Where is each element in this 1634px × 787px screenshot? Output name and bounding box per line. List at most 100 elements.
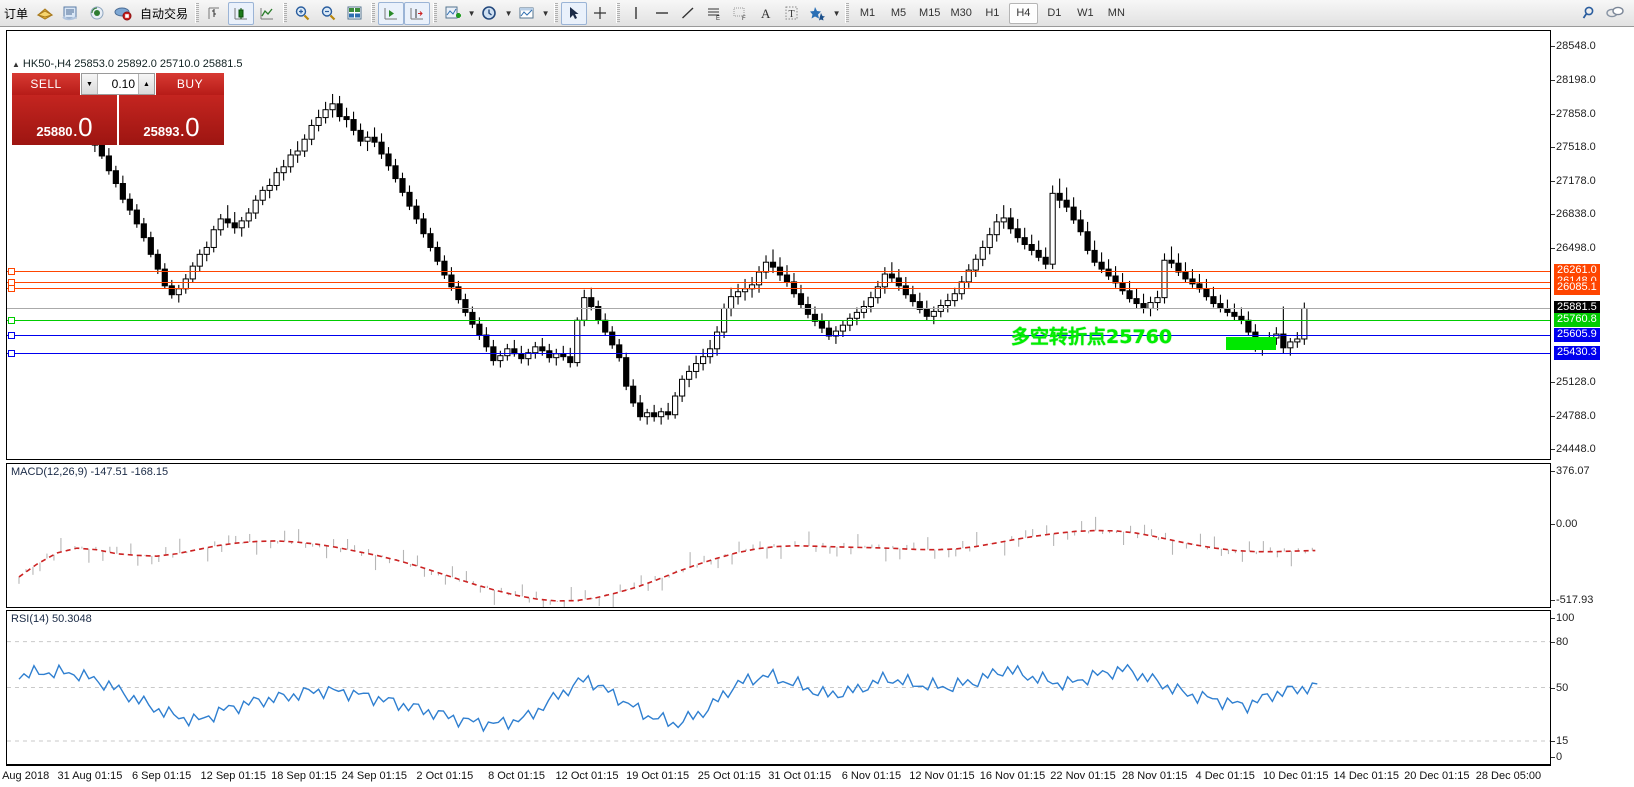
- line-chart-icon[interactable]: [254, 2, 280, 25]
- time-tick: 31 Aug 01:15: [57, 770, 123, 782]
- template-dropdown-caret[interactable]: ▼: [541, 8, 550, 18]
- indicator-dropdown-caret[interactable]: ▼: [467, 8, 476, 18]
- green-rectangle-object[interactable]: [1226, 337, 1276, 350]
- cursor-arrow-icon[interactable]: [561, 1, 588, 25]
- macd-pane[interactable]: MACD(12,26,9) -147.51 -168.15: [6, 463, 1551, 608]
- timeframe-h1[interactable]: H1: [985, 7, 1000, 19]
- price-tick: 28198.0: [1551, 74, 1596, 87]
- buy-price-button[interactable]: 25893 . 0: [119, 95, 224, 145]
- timeframe-h4[interactable]: H4: [1008, 2, 1038, 24]
- orders-icon[interactable]: [32, 2, 58, 25]
- price-level-label[interactable]: 25760.8: [1554, 313, 1600, 328]
- search-icon[interactable]: [1576, 2, 1602, 25]
- horizontal-line-object[interactable]: [7, 335, 1550, 337]
- timeframe-m1[interactable]: M1: [859, 7, 876, 19]
- volume-value[interactable]: 0.10: [98, 74, 138, 94]
- price-tick: 26838.0: [1551, 208, 1596, 221]
- one-click-trading-panel[interactable]: SELL ▼ 0.10 ▲ BUY 25880 . 0 25893 . 0: [12, 73, 224, 145]
- volume-increment-icon[interactable]: ▲: [138, 74, 154, 94]
- macd-tick: 376.07: [1551, 465, 1590, 477]
- price-tick: 27858.0: [1551, 107, 1596, 120]
- time-tick: 8 Oct 01:15: [488, 770, 545, 782]
- equidistant-channel-icon[interactable]: F: [727, 2, 753, 25]
- toolbar-separator: [195, 3, 200, 23]
- text-label-icon[interactable]: T: [779, 2, 805, 25]
- line-handle[interactable]: [8, 332, 15, 340]
- price-level-label[interactable]: 26261.0: [1554, 263, 1600, 278]
- price-level-label[interactable]: 25605.9: [1554, 328, 1600, 343]
- data-window-icon[interactable]: [342, 2, 368, 25]
- rsi-pane[interactable]: RSI(14) 50.3048: [6, 610, 1551, 765]
- timeframe-w1[interactable]: W1: [1077, 7, 1094, 19]
- collapse-triangle-icon[interactable]: ▲: [12, 59, 20, 69]
- bar-chart-icon[interactable]: [202, 2, 228, 25]
- line-handle[interactable]: [8, 349, 15, 357]
- autotrade-label[interactable]: 自动交易: [140, 6, 189, 21]
- sell-price-button[interactable]: 25880 . 0: [12, 95, 117, 145]
- timeframe-m15[interactable]: M15: [919, 7, 941, 19]
- macd-axis[interactable]: 376.07 0.00 -517.93: [1550, 463, 1634, 608]
- buy-button[interactable]: BUY: [156, 73, 224, 95]
- horizontal-line-object[interactable]: [7, 282, 1550, 284]
- time-tick: 12 Nov 01:15: [909, 770, 975, 782]
- period-dropdown-caret[interactable]: ▼: [504, 8, 513, 18]
- volume-stepper[interactable]: ▼ 0.10 ▲: [81, 73, 155, 95]
- timeframe-mn[interactable]: MN: [1107, 7, 1125, 19]
- oct-controls-row: SELL ▼ 0.10 ▲ BUY: [12, 73, 224, 95]
- candlestick-chart-icon[interactable]: [228, 1, 255, 25]
- templates-icon[interactable]: [514, 2, 540, 25]
- zoom-out-icon[interactable]: [316, 2, 342, 25]
- chart-shift-icon[interactable]: [404, 1, 431, 25]
- time-axis[interactable]: 27 Aug 2018 31 Aug 01:15 6 Sep 01:15 12 Sep…: [0, 765, 1551, 787]
- chart-header: ▲ HK50-,H4 25853.0 25892.0 25710.0 25881.…: [12, 58, 243, 70]
- horizontal-line-icon[interactable]: [649, 2, 675, 25]
- macd-label: MACD(12,26,9) -147.51 -168.15: [11, 466, 169, 478]
- add-indicator-icon[interactable]: [440, 2, 466, 25]
- horizontal-line-object[interactable]: [7, 320, 1550, 322]
- price-tick: 26498.0: [1551, 241, 1596, 254]
- time-tick: 20 Dec 01:15: [1404, 770, 1470, 782]
- auto-scroll-icon[interactable]: [378, 1, 405, 25]
- rsi-axis[interactable]: 100 80 50 15 0: [1550, 610, 1634, 765]
- rsi-tick: 50: [1550, 681, 1569, 694]
- toolbar-separator: [845, 3, 850, 23]
- shapes-dropdown-caret[interactable]: ▼: [832, 8, 841, 18]
- volume-decrement-icon[interactable]: ▼: [82, 74, 98, 94]
- news-icon[interactable]: [58, 2, 84, 25]
- turning-point-annotation[interactable]: 多空转折点25760: [1011, 326, 1173, 348]
- text-tool-icon[interactable]: A: [753, 2, 779, 25]
- zoom-in-icon[interactable]: [290, 2, 316, 25]
- fibonacci-icon[interactable]: E: [701, 2, 727, 25]
- crosshair-icon[interactable]: [587, 2, 613, 25]
- price-level-label[interactable]: 25430.3: [1554, 345, 1600, 360]
- horizontal-line-object[interactable]: [7, 352, 1550, 354]
- orders-label[interactable]: 订单: [4, 6, 29, 21]
- price-level-label[interactable]: 26085.1: [1554, 281, 1600, 296]
- vertical-line-icon[interactable]: [623, 2, 649, 25]
- sell-button[interactable]: SELL: [12, 73, 80, 95]
- shapes-icon[interactable]: [805, 2, 831, 25]
- timeframe-m30[interactable]: M30: [950, 7, 972, 19]
- horizontal-line-object[interactable]: [7, 288, 1550, 290]
- autotrade-icon[interactable]: [110, 2, 136, 25]
- period-clock-icon[interactable]: [477, 2, 503, 25]
- horizontal-line-object[interactable]: [7, 270, 1550, 272]
- price-tick: 24788.0: [1551, 409, 1596, 422]
- horizontal-line-object[interactable]: [7, 308, 1550, 310]
- chart-window[interactable]: ▲ HK50-,H4 25853.0 25892.0 25710.0 25881.…: [0, 27, 1634, 782]
- signal-icon[interactable]: [84, 2, 110, 25]
- timeframe-m5[interactable]: M5: [890, 7, 907, 19]
- sell-price-integer: 25880: [36, 124, 73, 139]
- line-handle[interactable]: [8, 317, 15, 325]
- price-level-label[interactable]: 25881.5: [1554, 301, 1600, 316]
- toolbar-group-objects: ▼ ▼ ▼: [440, 0, 551, 26]
- line-handle[interactable]: [8, 267, 15, 275]
- line-handle[interactable]: [8, 285, 15, 293]
- price-pane[interactable]: 多空转折点25760: [6, 30, 1551, 460]
- macd-tick: -517.93: [1550, 594, 1594, 606]
- timeframe-d1[interactable]: D1: [1047, 7, 1062, 19]
- trendline-icon[interactable]: [675, 2, 701, 25]
- price-axis[interactable]: 28548.0 28198.0 27858.0 27518.0 27178.0 26838…: [1551, 30, 1634, 460]
- chat-icon[interactable]: [1602, 2, 1628, 25]
- time-tick: 12 Sep 01:15: [200, 770, 266, 782]
